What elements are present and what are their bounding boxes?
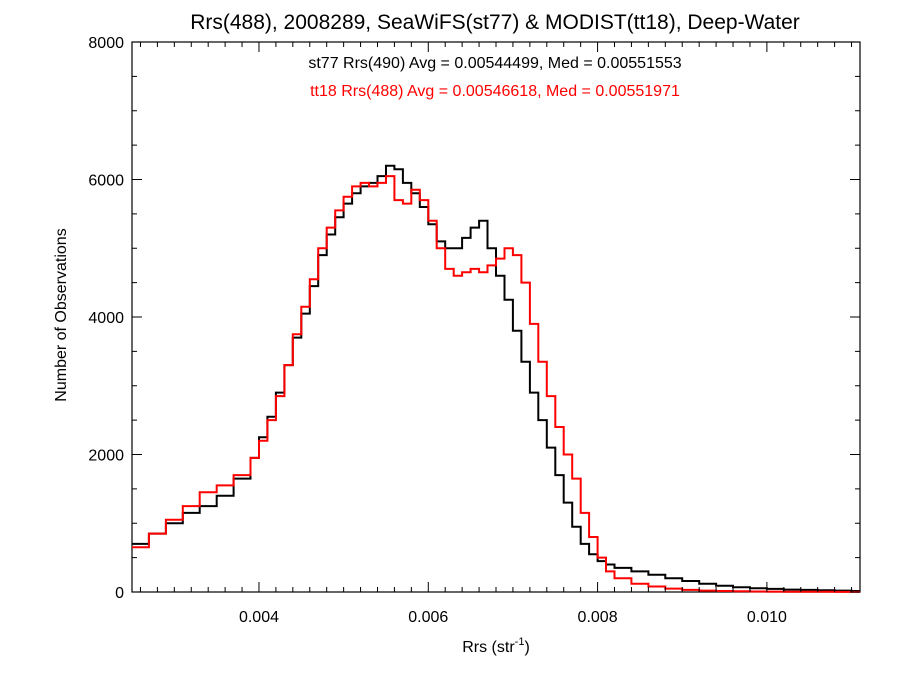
- y-axis-label: Number of Observations: [53, 228, 70, 401]
- x-tick-label: 0.004: [239, 609, 279, 626]
- annotation-st77: st77 Rrs(490) Avg = 0.00544499, Med = 0.…: [308, 55, 681, 72]
- plot-area: [131, 41, 861, 593]
- chart-title: Rrs(488), 2008289, SeaWiFS(st77) & MODIS…: [190, 11, 800, 34]
- series-group: [132, 164, 860, 593]
- x-tick-label: 0.008: [578, 609, 618, 626]
- y-tick-label: 8000: [88, 35, 124, 52]
- plot-frame: [131, 41, 861, 593]
- y-tick-label: 0: [115, 585, 124, 602]
- annotation-tt18: tt18 Rrs(488) Avg = 0.00546618, Med = 0.…: [310, 83, 680, 100]
- x-axis-label-close: ): [524, 639, 529, 656]
- y-tick-label: 4000: [88, 310, 124, 327]
- x-tick-label: 0.006: [408, 609, 448, 626]
- y-tick-label: 6000: [88, 173, 124, 190]
- tick-group: 0 2000 4000 6000 8000 0.004 0.006 0.008 0.010: [88, 35, 860, 626]
- x-axis-label: Rrs (str-1): [462, 636, 530, 656]
- series-tt18-line: [132, 175, 860, 593]
- x-axis-label-superscript: -1: [515, 636, 525, 648]
- x-axis-label-main: Rrs (str: [462, 639, 515, 656]
- x-tick-label: 0.010: [747, 609, 787, 626]
- y-tick-label: 2000: [88, 448, 124, 465]
- series-st77-line: [132, 164, 860, 592]
